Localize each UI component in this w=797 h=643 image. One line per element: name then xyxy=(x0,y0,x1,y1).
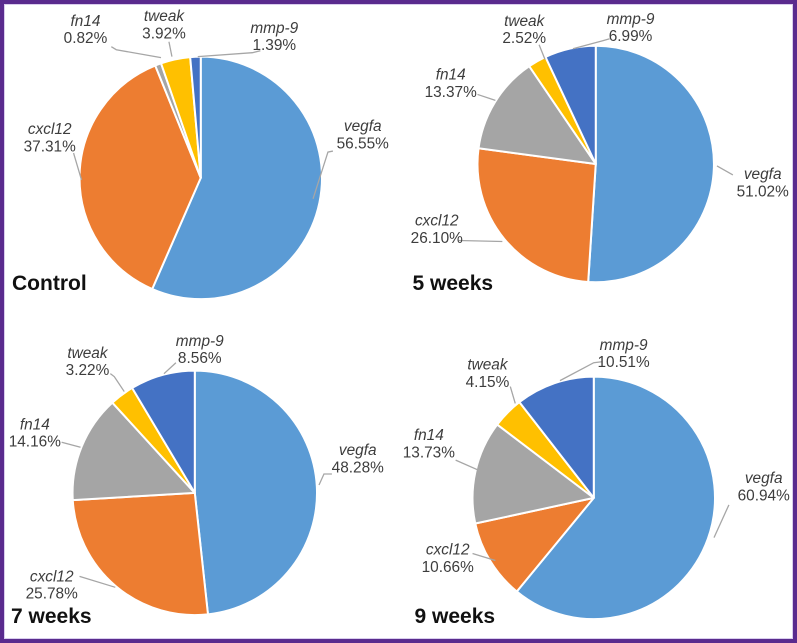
slice-label-vegfa: vegfa 51.02% xyxy=(736,166,789,200)
slice-label-fn14: fn14 0.82% xyxy=(64,13,108,47)
leader-line-tweak xyxy=(509,386,516,404)
chart-title: 5 weeks xyxy=(412,272,494,295)
slice-label-fn14: fn14 13.73% xyxy=(402,427,455,461)
pie-slice-cxcl12 xyxy=(473,496,595,593)
slice-label-tweak: tweak 3.22% xyxy=(66,345,110,379)
pie-slice-cxcl12 xyxy=(71,491,209,617)
panel-control: vegfa 56.55% cxcl12 37.31% fn14 0.82% tweak 3.9… xyxy=(4,4,399,322)
pie-slice-fn14 xyxy=(71,401,196,502)
pie-slice-vegfa xyxy=(586,44,715,284)
slice-label-cxcl12: cxcl12 26.10% xyxy=(410,213,463,247)
leader-line-mmp-9 xyxy=(559,361,602,382)
pie-slice-vegfa xyxy=(151,55,323,301)
slice-label-fn14: fn14 14.16% xyxy=(9,416,62,450)
leader-line-fn14 xyxy=(476,93,496,102)
slice-label-mmp-9: mmp-9 10.51% xyxy=(597,337,650,371)
chart-title: 7 weeks xyxy=(11,604,92,628)
leader-line-fn14 xyxy=(110,46,162,59)
leader-line-vegfa xyxy=(716,165,733,176)
pie-slice-mmp-9 xyxy=(517,375,595,499)
leader-line-cxcl12 xyxy=(79,575,116,588)
pie-slice-fn14 xyxy=(477,65,597,165)
panel-7-weeks: vegfa 48.28% cxcl12 25.78% fn14 14.16% tweak 3.… xyxy=(4,322,399,639)
leader-line-mmp-9 xyxy=(197,50,261,58)
slice-label-vegfa: vegfa 60.94% xyxy=(737,470,790,504)
chart-title: Control xyxy=(12,272,87,295)
leader-line-tweak xyxy=(168,41,173,57)
pie-slice-cxcl12 xyxy=(78,64,202,290)
slice-label-tweak: tweak 3.92% xyxy=(142,8,186,42)
slice-label-mmp-9: mmp-9 8.56% xyxy=(176,333,224,367)
leader-line-vegfa xyxy=(318,473,332,486)
pie-chart-7-weeks: vegfa 48.28% cxcl12 25.78% fn14 14.16% tweak 3.… xyxy=(9,333,385,617)
leader-line-fn14 xyxy=(61,441,81,448)
pie-slice-mmp-9 xyxy=(131,369,196,494)
leader-line-vegfa xyxy=(712,504,729,538)
leader-line-fn14 xyxy=(454,459,481,472)
pie-chart-9-weeks: vegfa 60.94% cxcl12 10.66% fn14 13.73% tweak 4.… xyxy=(402,337,790,621)
pie-slice-mmp-9 xyxy=(543,44,597,165)
leader-line-tweak xyxy=(109,373,125,392)
pie-chart-control: vegfa 56.55% cxcl12 37.31% fn14 0.82% tweak 3.9… xyxy=(24,8,390,301)
slice-label-tweak: tweak 2.52% xyxy=(502,13,546,47)
leader-line-vegfa xyxy=(312,150,334,199)
slice-label-tweak: tweak 4.15% xyxy=(465,357,509,391)
leader-line-cxcl12 xyxy=(458,239,502,243)
slice-label-mmp-9: mmp-9 6.99% xyxy=(606,11,654,45)
leader-line-cxcl12 xyxy=(72,152,83,181)
slice-label-cxcl12: cxcl12 25.78% xyxy=(26,568,79,602)
leader-line-mmp-9 xyxy=(163,362,177,375)
pie-slice-cxcl12 xyxy=(476,147,597,283)
slice-label-cxcl12: cxcl12 10.66% xyxy=(421,542,474,576)
leader-line-tweak xyxy=(538,44,546,60)
leader-line-mmp-9 xyxy=(572,38,610,50)
panel-9-weeks: vegfa 60.94% cxcl12 10.66% fn14 13.73% tweak 4.… xyxy=(399,322,794,639)
chart-title: 9 weeks xyxy=(414,604,496,628)
slice-label-fn14: fn14 13.37% xyxy=(424,67,477,101)
leader-line-cxcl12 xyxy=(471,552,496,562)
slice-label-vegfa: vegfa 56.55% xyxy=(337,118,390,152)
pie-slice-fn14 xyxy=(471,423,595,525)
panel-5-weeks: vegfa 51.02% cxcl12 26.10% fn14 13.37% tweak 2.… xyxy=(399,4,794,322)
pie-chart-grid: vegfa 56.55% cxcl12 37.31% fn14 0.82% tweak 3.9… xyxy=(4,4,793,639)
pie-slice-vegfa xyxy=(515,375,716,621)
pie-slice-vegfa xyxy=(193,369,318,616)
slice-label-cxcl12: cxcl12 37.31% xyxy=(24,121,77,155)
slice-label-vegfa: vegfa 48.28% xyxy=(332,442,385,476)
pie-chart-5-weeks: vegfa 51.02% cxcl12 26.10% fn14 13.37% tweak 2.… xyxy=(410,11,789,284)
slice-label-mmp-9: mmp-9 1.39% xyxy=(250,20,298,54)
